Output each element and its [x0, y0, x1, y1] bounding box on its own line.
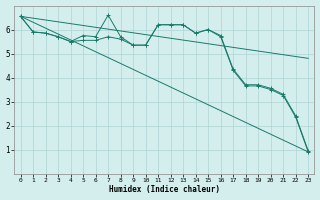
X-axis label: Humidex (Indice chaleur): Humidex (Indice chaleur)	[109, 185, 220, 194]
